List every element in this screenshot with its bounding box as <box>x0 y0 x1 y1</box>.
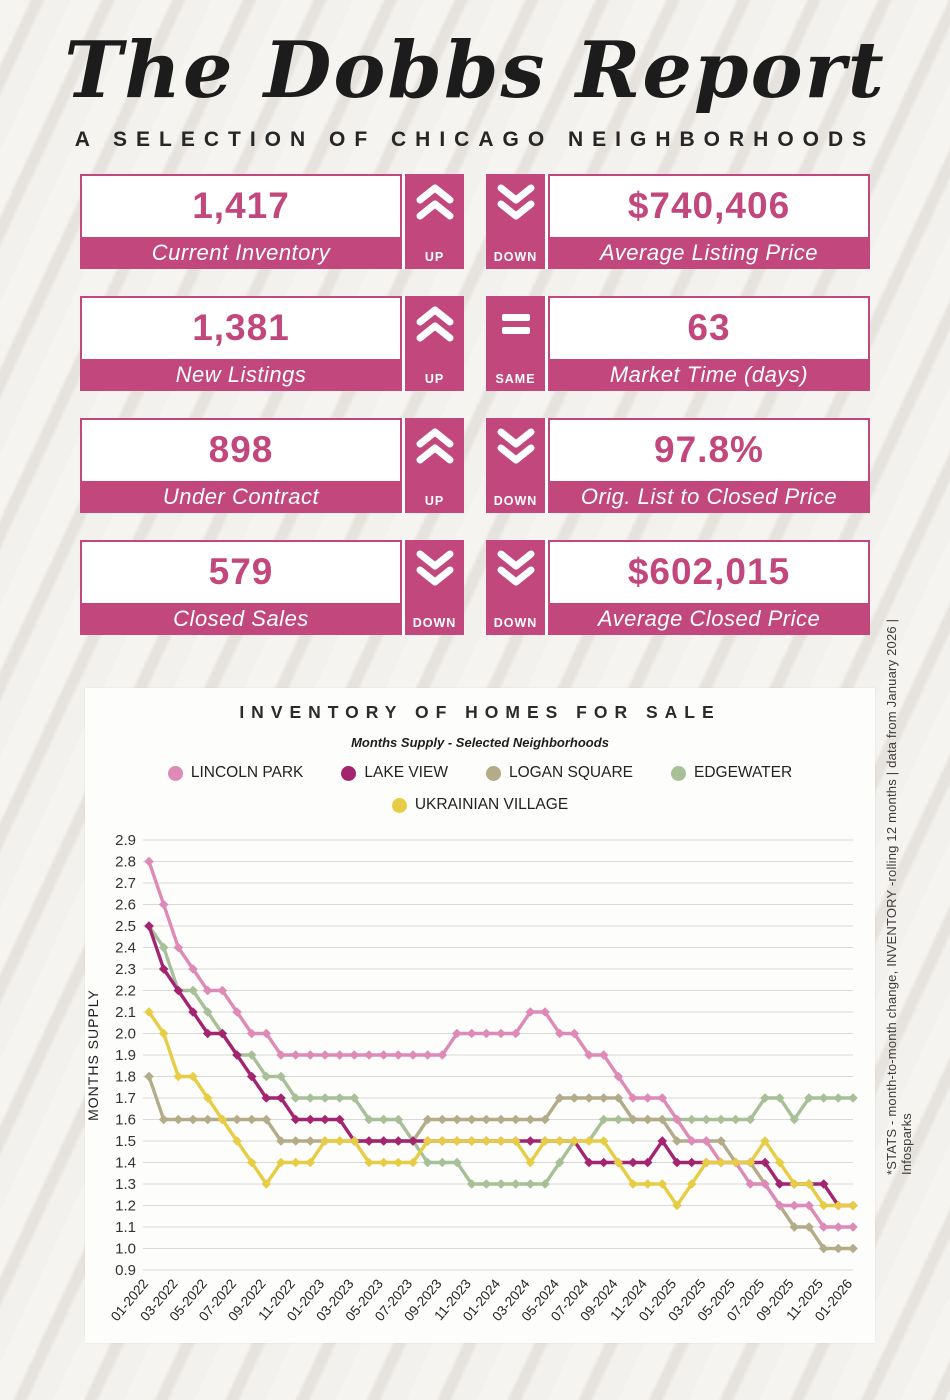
svg-text:2.5: 2.5 <box>115 918 136 935</box>
stat-card-average-listing-price: $740,406 Average Listing Price DOWN <box>486 173 870 269</box>
source-footnote: *STATS - month-to-month change, INVENTOR… <box>884 618 914 1175</box>
legend-label: LOGAN SQUARE <box>508 764 633 781</box>
chart-legend: LINCOLN PARK LAKE VIEW LOGAN SQUARE EDGEWAT… <box>85 764 875 814</box>
double-chevron-down-icon <box>414 549 456 587</box>
svg-text:1.5: 1.5 <box>115 1133 136 1150</box>
svg-text:1.1: 1.1 <box>115 1219 136 1236</box>
double-chevron-down-icon <box>495 427 537 465</box>
legend-label: EDGEWATER <box>693 764 793 781</box>
chart-subtitle: Months Supply - Selected Neighborhoods <box>351 735 609 750</box>
svg-text:1.0: 1.0 <box>115 1241 136 1258</box>
trend-indicator: DOWN <box>402 539 464 635</box>
stat-label: Market Time (days) <box>609 361 809 387</box>
stat-card-new-listings: 1,381 New Listings UP <box>80 295 464 391</box>
legend-item-lincoln-park: LINCOLN PARK <box>167 764 304 782</box>
stat-value: 1,417 <box>192 185 290 227</box>
equals-icon <box>498 305 534 343</box>
trend-word: DOWN <box>493 615 538 630</box>
stat-card-market-time: 63 Market Time (days) SAME <box>486 295 870 391</box>
series-markers-lincoln-park <box>144 856 858 1232</box>
trend-indicator: UP <box>402 417 464 513</box>
legend-swatch <box>341 765 357 781</box>
trend-word: DOWN <box>412 615 457 630</box>
legend-label: LAKE VIEW <box>364 764 448 781</box>
stat-label: Closed Sales <box>173 605 309 631</box>
stat-label: Average Closed Price <box>597 605 821 631</box>
stat-value: 579 <box>208 551 274 593</box>
legend-item-ukrainian-village: UKRAINIAN VILLAGE <box>391 796 569 814</box>
legend-swatch <box>167 765 183 781</box>
legend-item-lake-view: LAKE VIEW <box>341 764 448 782</box>
legend-swatch <box>391 797 407 813</box>
svg-text:2.3: 2.3 <box>115 961 136 978</box>
double-chevron-down-icon <box>495 549 537 587</box>
trend-word: DOWN <box>493 493 538 508</box>
trend-indicator: UP <box>402 295 464 391</box>
trend-indicator: UP <box>402 173 464 269</box>
stat-label: New Listings <box>175 361 307 387</box>
stat-label: Average Listing Price <box>600 239 818 265</box>
svg-text:2.9: 2.9 <box>115 832 136 849</box>
stat-label: Under Contract <box>162 483 320 509</box>
stat-value: $602,015 <box>627 551 791 593</box>
svg-text:2.8: 2.8 <box>115 854 136 871</box>
svg-text:1.8: 1.8 <box>115 1069 136 1086</box>
trend-indicator: DOWN <box>486 417 548 513</box>
months-supply-line-chart: 0.9 1.0 1.1 1.2 1.3 1.4 1.5 1.6 1.7 1.8 1.9 2.0 2.1 2… <box>85 832 858 1324</box>
svg-text:2.4: 2.4 <box>115 940 136 957</box>
report-header: The Dobbs Report A SELECTION OF CHICAGO … <box>0 0 950 152</box>
stat-value: 898 <box>208 429 274 471</box>
stat-card-closed-sales: 579 Closed Sales DOWN <box>80 539 464 635</box>
legend-label: LINCOLN PARK <box>190 764 304 781</box>
trend-indicator: SAME <box>486 295 548 391</box>
stat-card-under-contract: 898 Under Contract UP <box>80 417 464 513</box>
svg-text:1.6: 1.6 <box>115 1112 136 1129</box>
trend-indicator: DOWN <box>486 173 548 269</box>
double-chevron-up-icon <box>414 427 456 465</box>
stat-value: $740,406 <box>627 185 791 227</box>
stat-card-orig-list-to-closed: 97.8% Orig. List to Closed Price DOWN <box>486 417 870 513</box>
legend-swatch <box>670 765 686 781</box>
legend-item-edgewater: EDGEWATER <box>670 764 793 782</box>
legend-item-logan-square: LOGAN SQUARE <box>485 764 633 782</box>
svg-text:MONTHS SUPPLY: MONTHS SUPPLY <box>85 989 101 1121</box>
stat-value: 97.8% <box>654 429 764 471</box>
legend-label: UKRAINIAN VILLAGE <box>414 796 569 813</box>
trend-indicator: DOWN <box>486 539 548 635</box>
stat-card-average-closed-price: $602,015 Average Closed Price DOWN <box>486 539 870 635</box>
trend-word: SAME <box>495 371 536 386</box>
series-markers-lake-view <box>144 921 858 1211</box>
svg-text:2.2: 2.2 <box>115 983 136 1000</box>
trend-word: DOWN <box>493 249 538 264</box>
svg-text:1.4: 1.4 <box>115 1155 136 1172</box>
page-title: The Dobbs Report <box>64 25 886 116</box>
double-chevron-down-icon <box>495 183 537 221</box>
stat-card-current-inventory: 1,417 Current Inventory UP <box>80 173 464 269</box>
trend-word: UP <box>424 493 445 508</box>
inventory-chart-panel: INVENTORY OF HOMES FOR SALE Months Suppl… <box>85 688 875 1343</box>
page-subtitle: A SELECTION OF CHICAGO NEIGHBORHOODS <box>74 127 876 151</box>
stat-value: 1,381 <box>192 307 290 349</box>
svg-text:2.7: 2.7 <box>115 875 136 892</box>
stat-value: 63 <box>687 307 731 349</box>
svg-text:1.7: 1.7 <box>115 1090 136 1107</box>
chart-title: INVENTORY OF HOMES FOR SALE <box>239 702 721 722</box>
svg-text:1.2: 1.2 <box>115 1198 136 1215</box>
svg-text:0.9: 0.9 <box>115 1262 136 1279</box>
double-chevron-up-icon <box>414 183 456 221</box>
svg-text:1.9: 1.9 <box>115 1047 136 1064</box>
svg-text:2.0: 2.0 <box>115 1026 136 1043</box>
svg-text:1.3: 1.3 <box>115 1176 136 1193</box>
legend-swatch <box>485 765 501 781</box>
trend-word: UP <box>424 249 445 264</box>
trend-word: UP <box>424 371 445 386</box>
svg-text:2.1: 2.1 <box>115 1004 136 1021</box>
stat-label: Orig. List to Closed Price <box>580 483 838 509</box>
stats-grid: 1,417 Current Inventory UP $740,406 Aver… <box>80 173 870 635</box>
double-chevron-up-icon <box>414 305 456 343</box>
stat-label: Current Inventory <box>151 239 331 265</box>
svg-text:2.6: 2.6 <box>115 897 136 914</box>
